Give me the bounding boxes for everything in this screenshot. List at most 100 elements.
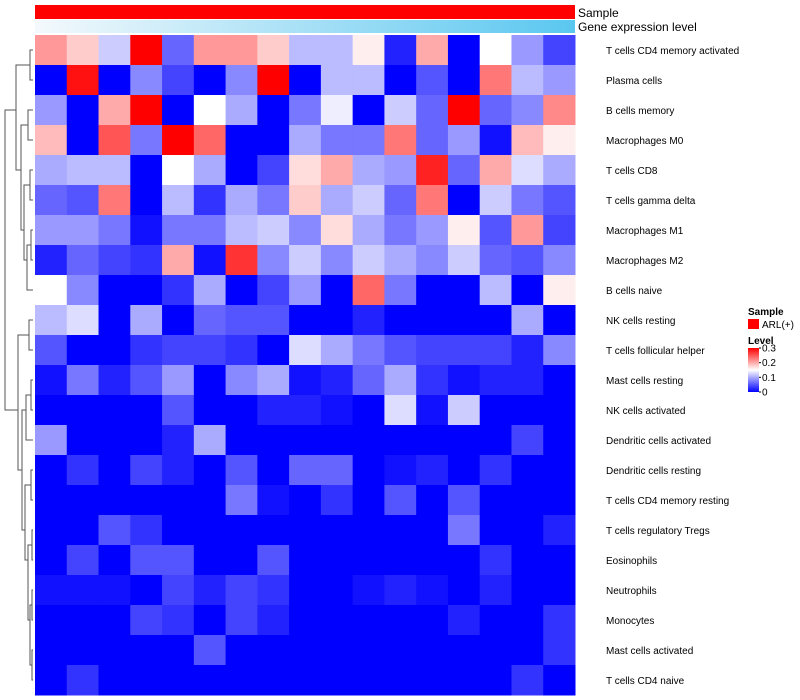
heatmap-cell <box>416 215 449 246</box>
heatmap-cell <box>257 515 290 546</box>
heatmap-cell <box>225 395 258 426</box>
heatmap-cell <box>66 395 100 426</box>
dendrogram-branch <box>28 319 33 351</box>
heatmap-cell <box>511 605 544 636</box>
heatmap-cell <box>384 515 417 546</box>
heatmap-cell <box>98 605 131 636</box>
heatmap-cell <box>320 455 354 486</box>
heatmap-cell <box>511 575 544 606</box>
heatmap-cell <box>320 605 354 636</box>
heatmap-cell <box>35 485 68 516</box>
heatmap-cell <box>225 575 258 606</box>
heatmap-cell <box>289 65 322 96</box>
heatmap-cell <box>257 245 290 276</box>
heatmap-cell <box>320 305 354 336</box>
heatmap-cell <box>543 365 576 396</box>
heatmap-cell <box>257 485 290 516</box>
heatmap-cell <box>479 35 512 66</box>
heatmap-cell <box>479 365 512 396</box>
heatmap-cell <box>162 575 195 606</box>
heatmap-cell <box>66 545 100 576</box>
heatmap-cell <box>479 575 512 606</box>
heatmap-cell <box>162 635 195 666</box>
heatmap-cell <box>130 575 163 606</box>
heatmap-cell <box>384 635 417 666</box>
row-label: Neutrophils <box>606 586 657 597</box>
heatmap-cell <box>479 605 512 636</box>
heatmap-cell <box>35 65 68 96</box>
heatmap-cell <box>352 185 385 216</box>
heatmap-cell <box>66 305 100 336</box>
heatmap-cell <box>352 575 385 606</box>
dendrogram-branch <box>31 589 33 621</box>
heatmap-cell <box>416 575 449 606</box>
heatmap-cell <box>193 245 227 276</box>
heatmap-cell <box>162 65 195 96</box>
heatmap-cell <box>130 125 163 156</box>
row-label: Macrophages M1 <box>606 226 684 237</box>
heatmap-cell <box>352 125 385 156</box>
heatmap-cell <box>416 95 449 126</box>
heatmap-cell <box>543 335 576 366</box>
heatmap-cell <box>193 605 227 636</box>
heatmap-cell <box>66 485 100 516</box>
heatmap-cell <box>66 275 100 306</box>
heatmap-cell <box>320 35 354 66</box>
heatmap-cell <box>511 395 544 426</box>
dendrogram-branch <box>23 184 30 261</box>
heatmap-cell <box>35 245 68 276</box>
heatmap-cell <box>225 635 258 666</box>
heatmap-cell <box>320 125 354 156</box>
heatmap-cell <box>289 605 322 636</box>
heatmap-cell <box>479 485 512 516</box>
heatmap-cell <box>416 605 449 636</box>
heatmap-cell <box>193 305 227 336</box>
legend-sample-label: ARL(+) <box>762 320 794 331</box>
heatmap-cell <box>352 365 385 396</box>
heatmap-cell <box>225 665 258 696</box>
heatmap-cell <box>511 485 544 516</box>
dendrogram-branch <box>29 49 33 81</box>
heatmap-cell <box>416 35 449 66</box>
heatmap-cell <box>416 365 449 396</box>
row-label: T cells CD8 <box>606 166 658 177</box>
heatmap-cell <box>130 95 163 126</box>
heatmap-cell <box>257 605 290 636</box>
heatmap-cell <box>66 605 100 636</box>
heatmap-cell <box>384 185 417 216</box>
heatmap-cell <box>193 425 227 456</box>
heatmap-cell <box>447 515 481 546</box>
heatmap-cell <box>193 35 227 66</box>
heatmap-cell <box>98 365 131 396</box>
row-label: Plasma cells <box>606 76 662 87</box>
heatmap-cell <box>225 185 258 216</box>
heatmap-cell <box>193 635 227 666</box>
heatmap-cell <box>35 155 68 186</box>
heatmap-cell <box>257 455 290 486</box>
heatmap-cell <box>98 455 131 486</box>
heatmap-cell <box>416 245 449 276</box>
heatmap-cell <box>447 65 481 96</box>
heatmap-cell <box>130 305 163 336</box>
heatmap-cell <box>193 185 227 216</box>
heatmap-cell <box>416 455 449 486</box>
heatmap-cell <box>543 545 576 576</box>
heatmap-cell <box>162 665 195 696</box>
heatmap-cell <box>352 305 385 336</box>
heatmap-cell <box>479 425 512 456</box>
heatmap-cell <box>98 245 131 276</box>
heatmap-cell <box>225 545 258 576</box>
heatmap-cell <box>320 665 354 696</box>
heatmap-cell <box>384 215 417 246</box>
heatmap-cell <box>479 335 512 366</box>
heatmap-cell <box>35 455 68 486</box>
heatmap-cell <box>257 155 290 186</box>
heatmap-cell <box>66 35 100 66</box>
heatmap-cell <box>130 245 163 276</box>
heatmap-cell <box>289 155 322 186</box>
heatmap-cell <box>511 425 544 456</box>
row-label: T cells follicular helper <box>606 346 705 357</box>
row-dendrogram <box>4 49 33 681</box>
heatmap-cell <box>479 245 512 276</box>
